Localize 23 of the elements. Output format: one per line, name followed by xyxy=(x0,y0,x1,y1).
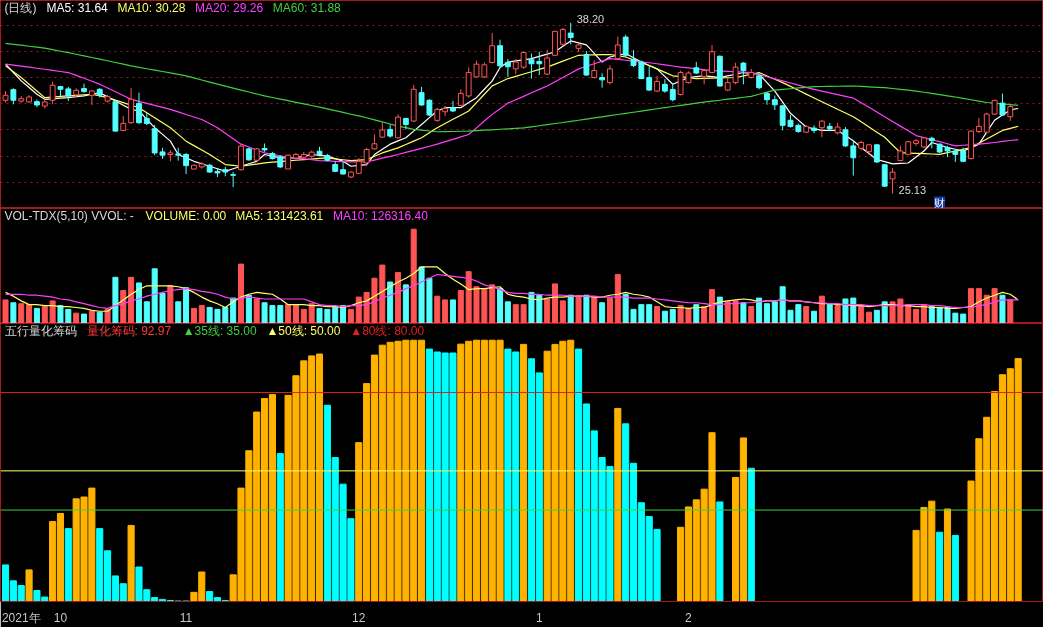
annotation: 25.13 xyxy=(898,183,927,196)
text: MA5: 31.64 xyxy=(46,0,109,15)
chart-subtitle: VOLUME: 0.00 xyxy=(145,208,227,223)
chart-title: (日线) xyxy=(4,0,37,15)
chart-title: 五行量化筹码 xyxy=(4,323,77,338)
ref-line-label: ▲50线: 50.00 xyxy=(266,323,341,338)
x-tick-label: 12 xyxy=(352,610,366,625)
x-tick-label: 10 xyxy=(53,610,68,625)
ref-line-label: ▲80线: 80.00 xyxy=(350,323,425,338)
x-tick-label: 2 xyxy=(685,610,693,625)
x-tick-label: 2021年 xyxy=(1,610,41,625)
text: MA60: 31.88 xyxy=(272,0,342,15)
ref-line-label: ▲35线: 35.00 xyxy=(182,323,257,338)
annotation: 财 xyxy=(933,196,945,209)
x-tick-label: 11 xyxy=(179,610,193,625)
text: MA10: 30.28 xyxy=(117,0,186,15)
chart-subtitle: 量化筹码: 92.97 xyxy=(86,323,172,338)
text: MA10: 126316.40 xyxy=(333,208,429,223)
chart-title: VOL-TDX(5,10) VVOL: - xyxy=(4,208,134,223)
text: MA20: 29.26 xyxy=(195,0,264,15)
annotation: 38.20 xyxy=(576,12,605,25)
x-tick-label: 1 xyxy=(535,610,543,625)
text: MA5: 131423.61 xyxy=(235,208,324,223)
